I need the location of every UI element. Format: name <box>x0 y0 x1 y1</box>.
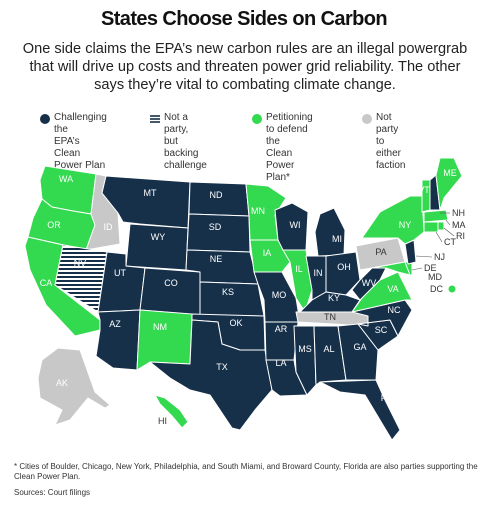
state-label-VT: VT <box>418 185 430 195</box>
state-label-OK: OK <box>229 318 242 328</box>
sources: Sources: Court filings <box>14 488 91 497</box>
state-label-NV: NV <box>74 258 87 268</box>
state-label-RI: RI <box>456 231 465 241</box>
state-label-MS: MS <box>298 344 312 354</box>
state-label-KY: KY <box>328 293 340 303</box>
state-label-UT: UT <box>114 268 126 278</box>
state-FL <box>319 379 401 441</box>
footnote: * Cities of Boulder, Chicago, New York, … <box>14 462 478 481</box>
state-label-NM: NM <box>153 322 167 332</box>
hatch-icon <box>150 114 160 124</box>
state-label-VA: VA <box>387 284 398 294</box>
state-label-MA: MA <box>452 220 466 230</box>
state-label-NE: NE <box>210 254 223 264</box>
state-label-DE: DE <box>424 263 437 273</box>
state-RI <box>437 221 445 231</box>
state-DC <box>448 285 456 293</box>
legend-swatch-backing <box>150 114 160 124</box>
state-TX <box>149 319 273 431</box>
state-label-SD: SD <box>209 222 222 232</box>
state-label-WY: WY <box>151 232 166 242</box>
state-label-MI: MI <box>332 234 342 244</box>
state-MS <box>293 325 317 396</box>
state-OH <box>325 251 361 296</box>
state-label-GA: GA <box>353 342 366 352</box>
state-label-NC: NC <box>388 305 401 315</box>
state-label-KS: KS <box>222 287 234 297</box>
legend-label-backing: Not a party, but backing challenge <box>164 112 207 171</box>
state-label-SC: SC <box>375 325 388 335</box>
state-label-MT: MT <box>144 188 157 198</box>
state-label-LA: LA <box>275 358 286 368</box>
state-label-ME: ME <box>443 168 457 178</box>
state-WY <box>125 223 189 271</box>
state-label-WA: WA <box>59 174 73 184</box>
state-label-MD: MD <box>428 272 442 282</box>
legend-swatch-petitioning <box>252 114 262 124</box>
state-label-PA: PA <box>375 247 386 257</box>
state-label-AL: AL <box>323 344 334 354</box>
legend-label-challenging: Challenging the EPA’s Clean Power Plan <box>54 112 107 171</box>
state-NM <box>136 309 193 371</box>
leader-lines <box>411 212 455 271</box>
chart-title: States Choose Sides on Carbon <box>101 8 388 30</box>
state-MA <box>423 209 449 223</box>
state-label-MN: MN <box>251 206 265 216</box>
state-label-NJ: NJ <box>434 252 445 262</box>
state-label-DC: DC <box>430 284 443 294</box>
state-label-CA: CA <box>40 278 53 288</box>
state-label-NH: NH <box>452 208 465 218</box>
state-labels: WA OR CA ID NV MT WY UT AZ CO NM ND SD N… <box>40 168 466 426</box>
state-label-MO: MO <box>272 290 287 300</box>
state-CO <box>139 267 201 316</box>
state-label-AK: AK <box>56 378 68 388</box>
state-label-CT: CT <box>444 237 456 247</box>
state-label-OH: OH <box>337 262 351 272</box>
state-label-OR: OR <box>47 220 61 230</box>
state-label-FL: FL <box>381 393 392 403</box>
state-label-TX: TX <box>216 362 228 372</box>
state-label-NY: NY <box>399 220 412 230</box>
legend-label-petitioning: Petitioning to defend the Clean Power Pl… <box>266 112 313 183</box>
state-ME <box>435 157 463 211</box>
state-GA <box>337 323 379 381</box>
legend-swatch-challenging <box>40 114 50 124</box>
state-label-WI: WI <box>290 220 301 230</box>
state-SD <box>186 213 251 253</box>
state-AK <box>37 347 111 426</box>
state-CT <box>423 221 439 233</box>
state-label-AZ: AZ <box>109 319 121 329</box>
state-HI <box>154 394 189 429</box>
state-IA <box>249 239 291 273</box>
state-label-ND: ND <box>210 190 223 200</box>
state-label-IA: IA <box>263 248 272 258</box>
legend-swatch-neutral <box>362 114 372 124</box>
state-label-IN: IN <box>314 268 323 278</box>
state-NY <box>361 195 425 245</box>
state-label-CO: CO <box>164 278 178 288</box>
state-AL <box>313 325 347 386</box>
state-label-ID: ID <box>104 222 114 232</box>
legend-label-neutral: Not party to either faction <box>376 112 406 171</box>
state-label-HI: HI <box>158 416 167 426</box>
chart-subtitle: One side claims the EPA’s new carbon rul… <box>22 41 468 93</box>
state-label-AR: AR <box>275 324 288 334</box>
state-label-TN: TN <box>324 312 336 322</box>
state-label-WV: WV <box>362 278 377 288</box>
state-label-IL: IL <box>295 264 303 274</box>
state-MI <box>314 207 346 257</box>
state-MD <box>371 261 411 276</box>
